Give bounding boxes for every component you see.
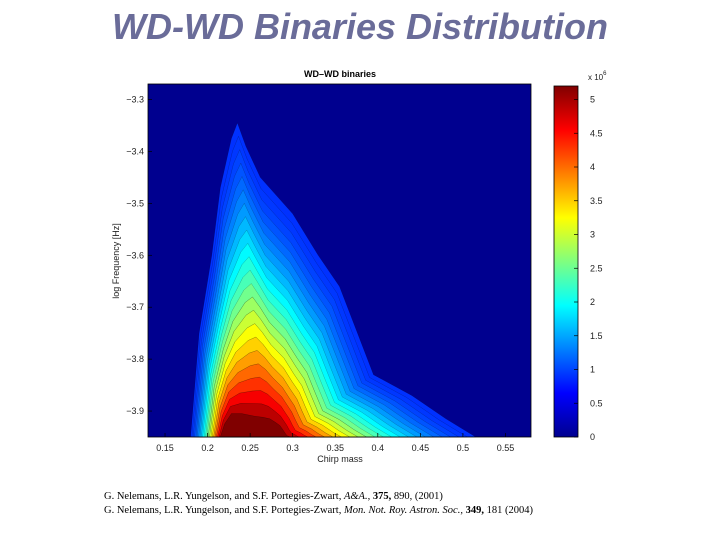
colorbar-tick-label: 2.5 <box>590 263 603 273</box>
colorbar-tick-label: 2 <box>590 297 595 307</box>
colorbar-tick-label: 0.5 <box>590 398 603 408</box>
colorbar: x 106 0 0.5 1 1.5 2 2.5 3 3.5 4 4.5 5 <box>553 71 607 442</box>
y-axis-ticks: −3.3 −3.4 −3.5 −3.6 −3.7 −3.8 −3.9 <box>126 95 152 416</box>
colorbar-tick-label: 1.5 <box>590 331 603 341</box>
colorbar-tick-label: 4.5 <box>590 128 603 138</box>
plot-frame <box>147 83 532 438</box>
colorbar-tick-label: 3.5 <box>590 196 603 206</box>
x-tick-label: 0.4 <box>372 443 385 453</box>
contour-layers <box>190 122 477 438</box>
y-axis-label: log Frequency [Hz] <box>111 223 121 299</box>
x-tick-label: 0.45 <box>412 443 430 453</box>
y-tick-label: −3.8 <box>126 354 144 364</box>
plot-area <box>147 83 532 438</box>
y-tick-label: −3.9 <box>126 406 144 416</box>
slide-title: WD-WD Binaries Distribution <box>112 6 608 47</box>
colorbar-ticks: 0 0.5 1 1.5 2 2.5 3 3.5 4 4.5 5 <box>574 95 603 442</box>
colorbar-bar <box>553 85 579 438</box>
colorbar-tick-label: 3 <box>590 230 595 240</box>
colorbar-tick-label: 0 <box>590 432 595 442</box>
reference-2: G. Nelemans, L.R. Yungelson, and S.F. Po… <box>104 505 533 516</box>
x-axis-ticks: 0.15 0.2 0.25 0.3 0.35 0.4 0.45 0.5 0.55 <box>156 433 514 453</box>
x-tick-label: 0.15 <box>156 443 174 453</box>
x-tick-label: 0.35 <box>326 443 344 453</box>
x-tick-label: 0.25 <box>241 443 259 453</box>
y-tick-label: −3.3 <box>126 95 144 105</box>
y-tick-label: −3.4 <box>126 146 144 156</box>
colorbar-tick-label: 1 <box>590 365 595 375</box>
x-axis-label: Chirp mass <box>317 454 363 464</box>
y-tick-label: −3.6 <box>126 250 144 260</box>
x-tick-label: 0.55 <box>497 443 515 453</box>
chart-title: WD–WD binaries <box>304 69 376 79</box>
x-tick-label: 0.2 <box>201 443 214 453</box>
references: G. Nelemans, L.R. Yungelson, and S.F. Po… <box>104 490 533 518</box>
colorbar-exponent-label: x 106 <box>588 71 607 82</box>
y-tick-label: −3.7 <box>126 302 144 312</box>
x-tick-label: 0.5 <box>457 443 470 453</box>
colorbar-tick-label: 5 <box>590 95 595 105</box>
x-tick-label: 0.3 <box>286 443 299 453</box>
reference-1: G. Nelemans, L.R. Yungelson, and S.F. Po… <box>104 491 443 502</box>
y-tick-label: −3.5 <box>126 198 144 208</box>
colorbar-tick-label: 4 <box>590 162 595 172</box>
